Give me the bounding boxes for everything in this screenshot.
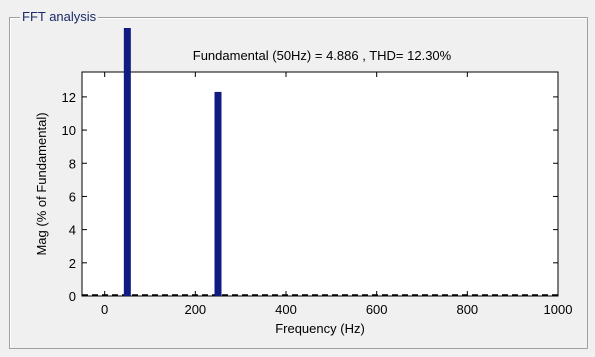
x-tick-label: 400: [275, 302, 297, 317]
plot-area: [81, 71, 559, 297]
y-tick-label: 0: [69, 289, 76, 304]
y-tick-label: 2: [69, 256, 76, 271]
y-tick-label: 8: [69, 156, 76, 171]
x-tick-label: 0: [101, 302, 108, 317]
x-tick-label: 1000: [544, 302, 573, 317]
panel-title: FFT analysis: [20, 9, 99, 24]
x-tick-label: 600: [366, 302, 388, 317]
bar: [123, 28, 131, 296]
y-tick-label: 10: [62, 123, 76, 138]
y-tick-label: 4: [69, 223, 76, 238]
y-tick-label: 12: [62, 90, 76, 105]
x-tick-label: 800: [456, 302, 478, 317]
x-axis-label: Frequency (Hz): [275, 321, 365, 336]
chart-title: Fundamental (50Hz) = 4.886 , THD= 12.30%: [193, 48, 452, 63]
x-tick-label: 200: [184, 302, 206, 317]
bar: [214, 91, 222, 297]
y-axis-label: Mag (% of Fundamental): [34, 112, 49, 255]
y-tick-label: 6: [69, 189, 76, 204]
fft-analysis-panel: [9, 17, 588, 349]
